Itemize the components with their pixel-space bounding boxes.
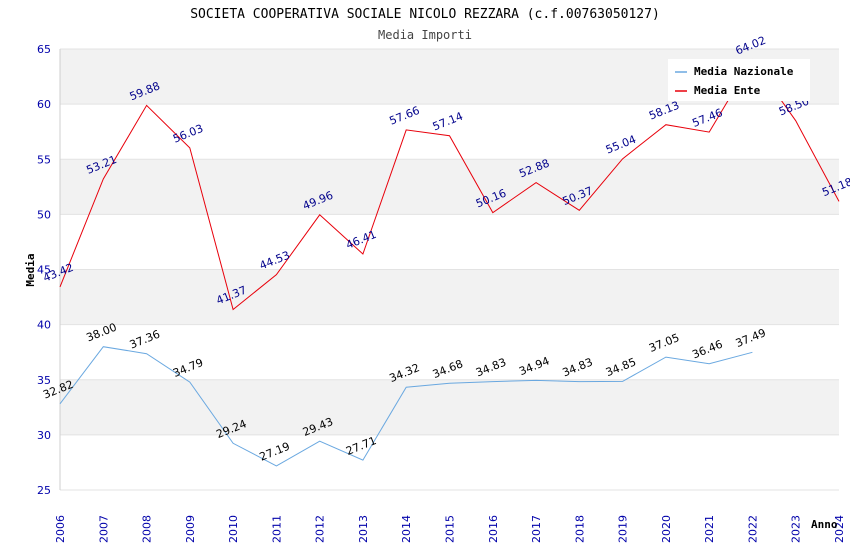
x-tick-label: 2012 (314, 515, 327, 543)
x-tick-label: 2011 (270, 515, 283, 543)
data-label: 37.49 (734, 326, 768, 350)
y-tick-label: 30 (37, 429, 51, 442)
y-tick-label: 65 (37, 43, 51, 56)
x-tick-label: 2018 (573, 515, 586, 543)
legend-box (668, 59, 810, 101)
x-tick-label: 2017 (530, 515, 543, 543)
y-tick-label: 60 (37, 98, 51, 111)
x-tick-labels: 2006 2007 2008 2009 2010 2011 2012 2013 2014 2015… (54, 515, 846, 543)
legend: Media Nazionale Media Ente (668, 59, 810, 101)
data-label: 34.94 (517, 354, 551, 378)
x-tick-label: 2016 (487, 515, 500, 543)
y-tick-label: 35 (37, 374, 51, 387)
data-label: 44.53 (258, 249, 292, 273)
grid-band (60, 159, 839, 215)
data-label: 56.03 (171, 122, 205, 146)
chart-title: SOCIETA COOPERATIVA SOCIALE NICOLO REZZA… (190, 7, 660, 22)
series-line (59, 58, 840, 311)
x-tick-label: 2021 (703, 515, 716, 543)
y-tick-label: 25 (37, 484, 51, 497)
x-tick-label: 2014 (400, 515, 413, 543)
data-label: 34.79 (171, 356, 205, 380)
chart-subtitle: Media Importi (378, 28, 472, 42)
grid-band (60, 269, 839, 325)
x-tick-label: 2015 (444, 515, 457, 543)
x-tick-label: 2006 (54, 515, 67, 543)
data-label: 55.04 (604, 133, 638, 157)
y-tick-label: 45 (37, 264, 51, 277)
y-axis-title: Media (24, 253, 37, 286)
x-tick-label: 2009 (184, 515, 197, 543)
data-label: 37.36 (128, 328, 162, 352)
data-label: 34.83 (474, 356, 508, 380)
grid-lines (60, 48, 839, 491)
legend-label-media-ente: Media Ente (694, 84, 761, 97)
x-tick-label: 2008 (141, 515, 154, 543)
legend-label-media-nazionale: Media Nazionale (694, 65, 794, 78)
series-line (59, 346, 753, 467)
data-label: 34.83 (561, 356, 595, 380)
x-tick-label: 2013 (357, 515, 370, 543)
x-tick-label: 2010 (227, 515, 240, 543)
data-label: 57.46 (690, 106, 724, 130)
x-tick-label: 2022 (746, 515, 759, 543)
data-label: 37.05 (647, 331, 681, 355)
data-label: 27.71 (344, 434, 378, 458)
grid-bands (60, 49, 839, 435)
x-axis-title: Anno (811, 518, 838, 531)
data-label: 34.68 (431, 357, 465, 381)
x-tick-label: 2023 (790, 515, 803, 543)
data-label: 57.14 (431, 110, 465, 134)
x-tick-label: 2024 (833, 515, 846, 543)
data-label: 57.66 (387, 104, 421, 128)
x-tick-label: 2020 (660, 515, 673, 543)
series-lines (59, 58, 840, 467)
y-tick-label: 40 (37, 319, 51, 332)
x-tick-label: 2007 (97, 515, 110, 543)
grid-band (60, 379, 839, 435)
data-label: 46.41 (344, 228, 378, 252)
y-tick-label: 50 (37, 208, 51, 221)
x-tick-label: 2019 (617, 515, 630, 543)
data-label: 36.46 (690, 338, 724, 362)
y-tick-label: 55 (37, 153, 51, 166)
y-tick-labels: 25 30 35 40 45 50 55 60 65 (37, 43, 51, 497)
